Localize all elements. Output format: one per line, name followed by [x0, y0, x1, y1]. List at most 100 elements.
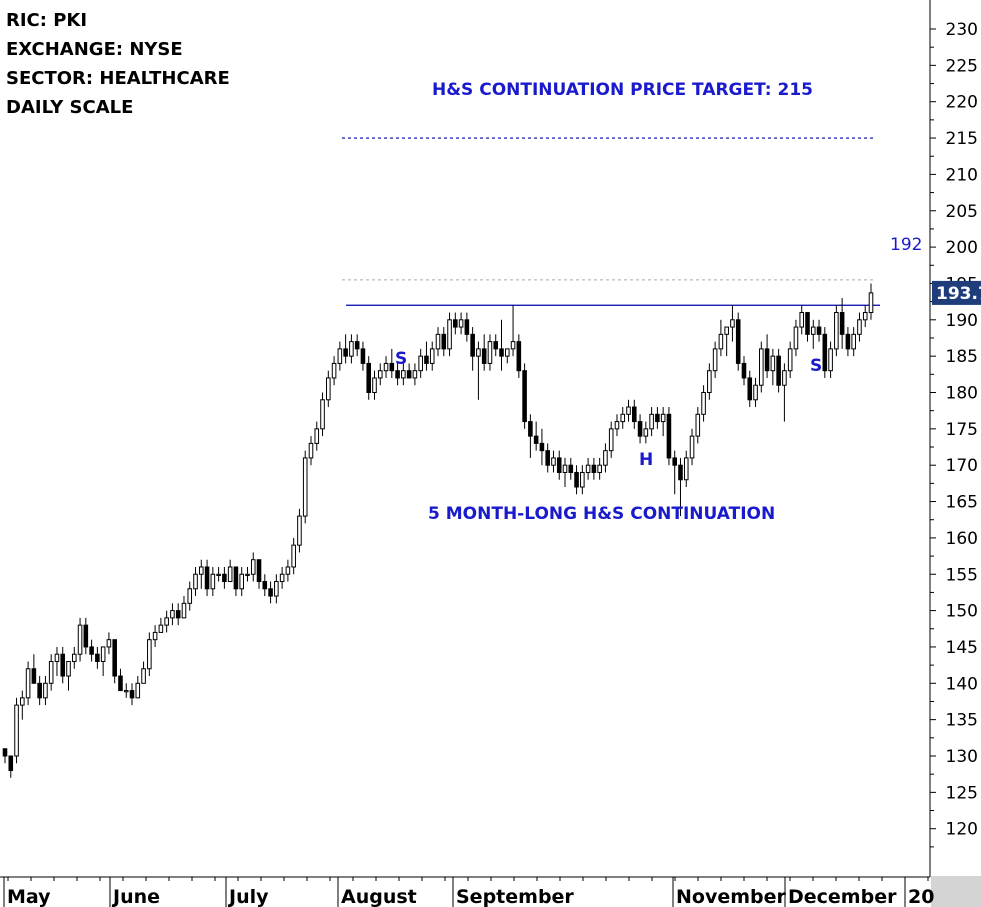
candle — [637, 414, 643, 444]
candle-body — [695, 413, 701, 437]
candle — [389, 348, 395, 378]
candle — [100, 646, 106, 677]
candle-body — [522, 370, 527, 423]
candle-body — [89, 646, 94, 655]
candle-body — [672, 457, 677, 466]
candle-body — [314, 428, 320, 444]
candle — [377, 363, 383, 386]
candle-body — [60, 653, 66, 677]
candle-body — [418, 355, 423, 372]
candle — [204, 559, 210, 597]
candle — [412, 363, 418, 386]
candle-body — [401, 370, 406, 379]
candle — [528, 414, 533, 458]
candle — [447, 312, 452, 357]
candle — [747, 370, 753, 408]
candle-body — [354, 341, 360, 350]
reference-lines — [342, 137, 880, 306]
candle-body — [326, 377, 331, 401]
price-tick-label: 145 — [946, 638, 978, 658]
candle — [129, 683, 135, 706]
candle — [406, 363, 412, 379]
candle — [776, 348, 781, 393]
candle-body — [8, 755, 14, 772]
candle — [349, 334, 354, 364]
left-shoulder-label: S — [395, 349, 408, 369]
candle — [37, 676, 42, 706]
candle-body — [25, 668, 31, 699]
candle-body — [389, 362, 395, 372]
candle-body — [747, 377, 753, 401]
month-label: 20 — [908, 886, 934, 907]
candle-body — [250, 559, 256, 575]
candle-body — [845, 333, 851, 350]
candle — [504, 348, 510, 364]
price-tick-label: 155 — [946, 565, 978, 585]
candle-body — [568, 464, 574, 473]
candle — [31, 654, 37, 684]
candle — [2, 748, 8, 764]
candle — [262, 574, 268, 597]
candle-body — [868, 292, 874, 314]
candle — [683, 450, 689, 488]
candle — [545, 443, 550, 473]
candle — [95, 646, 100, 669]
candle-body — [406, 370, 412, 379]
candle-body — [862, 312, 868, 321]
candle-body — [14, 704, 19, 757]
candle-body — [43, 682, 48, 699]
candle — [718, 319, 724, 357]
candle-body — [770, 355, 776, 372]
candle — [845, 327, 851, 357]
candle-body — [759, 348, 764, 386]
price-tick-label: 160 — [946, 529, 978, 549]
candle — [331, 356, 337, 386]
price-tick-label: 130 — [946, 747, 978, 767]
candle-body — [54, 653, 60, 662]
candle-body — [118, 675, 123, 692]
candle-body — [239, 573, 244, 590]
candle-body — [683, 457, 689, 481]
candle-body — [614, 421, 620, 430]
candle — [354, 334, 360, 357]
neckline-value-label: 192 — [890, 235, 923, 255]
candle-body — [533, 435, 539, 444]
candle — [476, 341, 481, 400]
candle-body — [123, 690, 129, 693]
month-label: May — [7, 886, 51, 907]
candle — [245, 566, 250, 582]
candle-body — [447, 319, 452, 350]
candle-body — [71, 653, 77, 662]
candle — [857, 312, 862, 342]
candle — [401, 363, 406, 386]
price-tick-label: 150 — [946, 602, 978, 622]
candle-body — [516, 341, 522, 372]
candle-body — [735, 319, 741, 364]
candle-body — [666, 413, 672, 459]
candle — [834, 305, 839, 357]
candle-body — [2, 748, 8, 757]
candle-body — [66, 660, 71, 677]
price-tick-label: 185 — [946, 347, 978, 367]
candle-body — [175, 610, 181, 619]
candle — [152, 625, 158, 647]
candle-body — [366, 362, 372, 394]
month-label: June — [111, 886, 160, 907]
candle — [580, 465, 585, 495]
candle — [741, 356, 747, 386]
candle-body — [782, 370, 787, 386]
candle — [193, 566, 198, 597]
candle — [764, 334, 770, 378]
candle — [453, 312, 458, 335]
candle-body — [129, 690, 135, 699]
candle-body — [487, 341, 493, 364]
candle — [493, 334, 499, 357]
candle-body — [805, 312, 810, 335]
candle — [274, 574, 279, 604]
candle — [787, 341, 793, 378]
candle — [216, 566, 221, 582]
candle-body — [810, 326, 816, 335]
candle — [689, 428, 695, 466]
candle-body — [753, 384, 758, 401]
head-label: H — [639, 450, 654, 470]
